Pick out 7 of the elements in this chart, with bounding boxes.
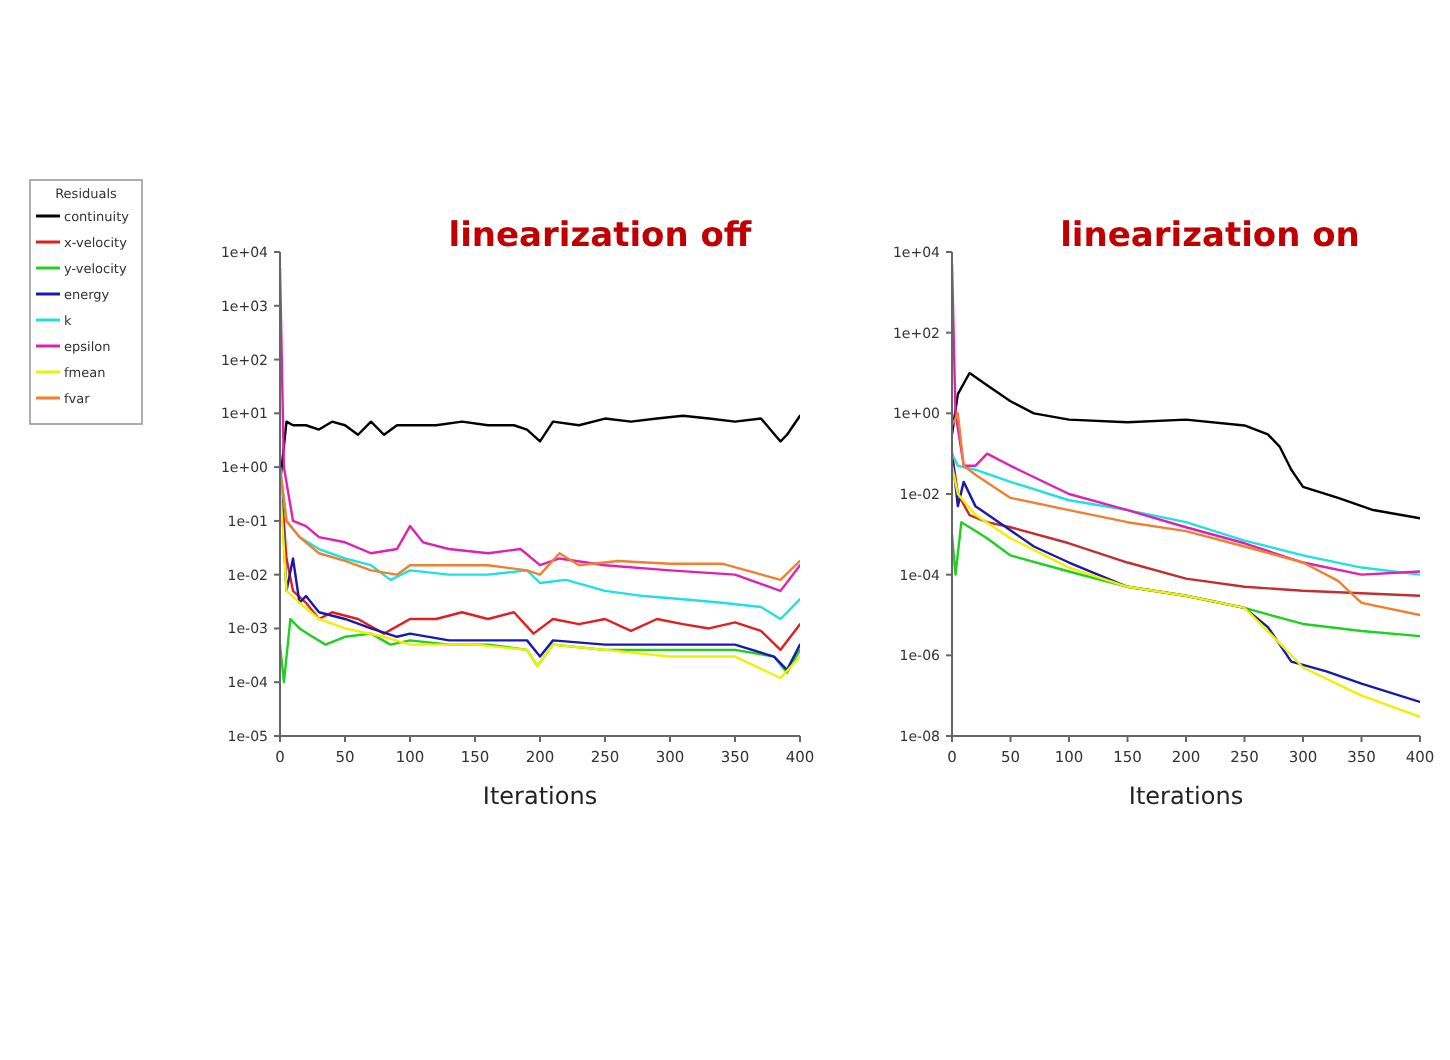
chart-title: linearization off: [448, 216, 752, 256]
x-axis-title: Iterations: [1128, 782, 1244, 810]
line-series: [952, 412, 1420, 617]
line-series: [280, 465, 800, 582]
chart-title: linearization on: [1060, 216, 1360, 256]
line-series: [952, 371, 1420, 520]
x-axis-title: Iterations: [482, 782, 598, 810]
